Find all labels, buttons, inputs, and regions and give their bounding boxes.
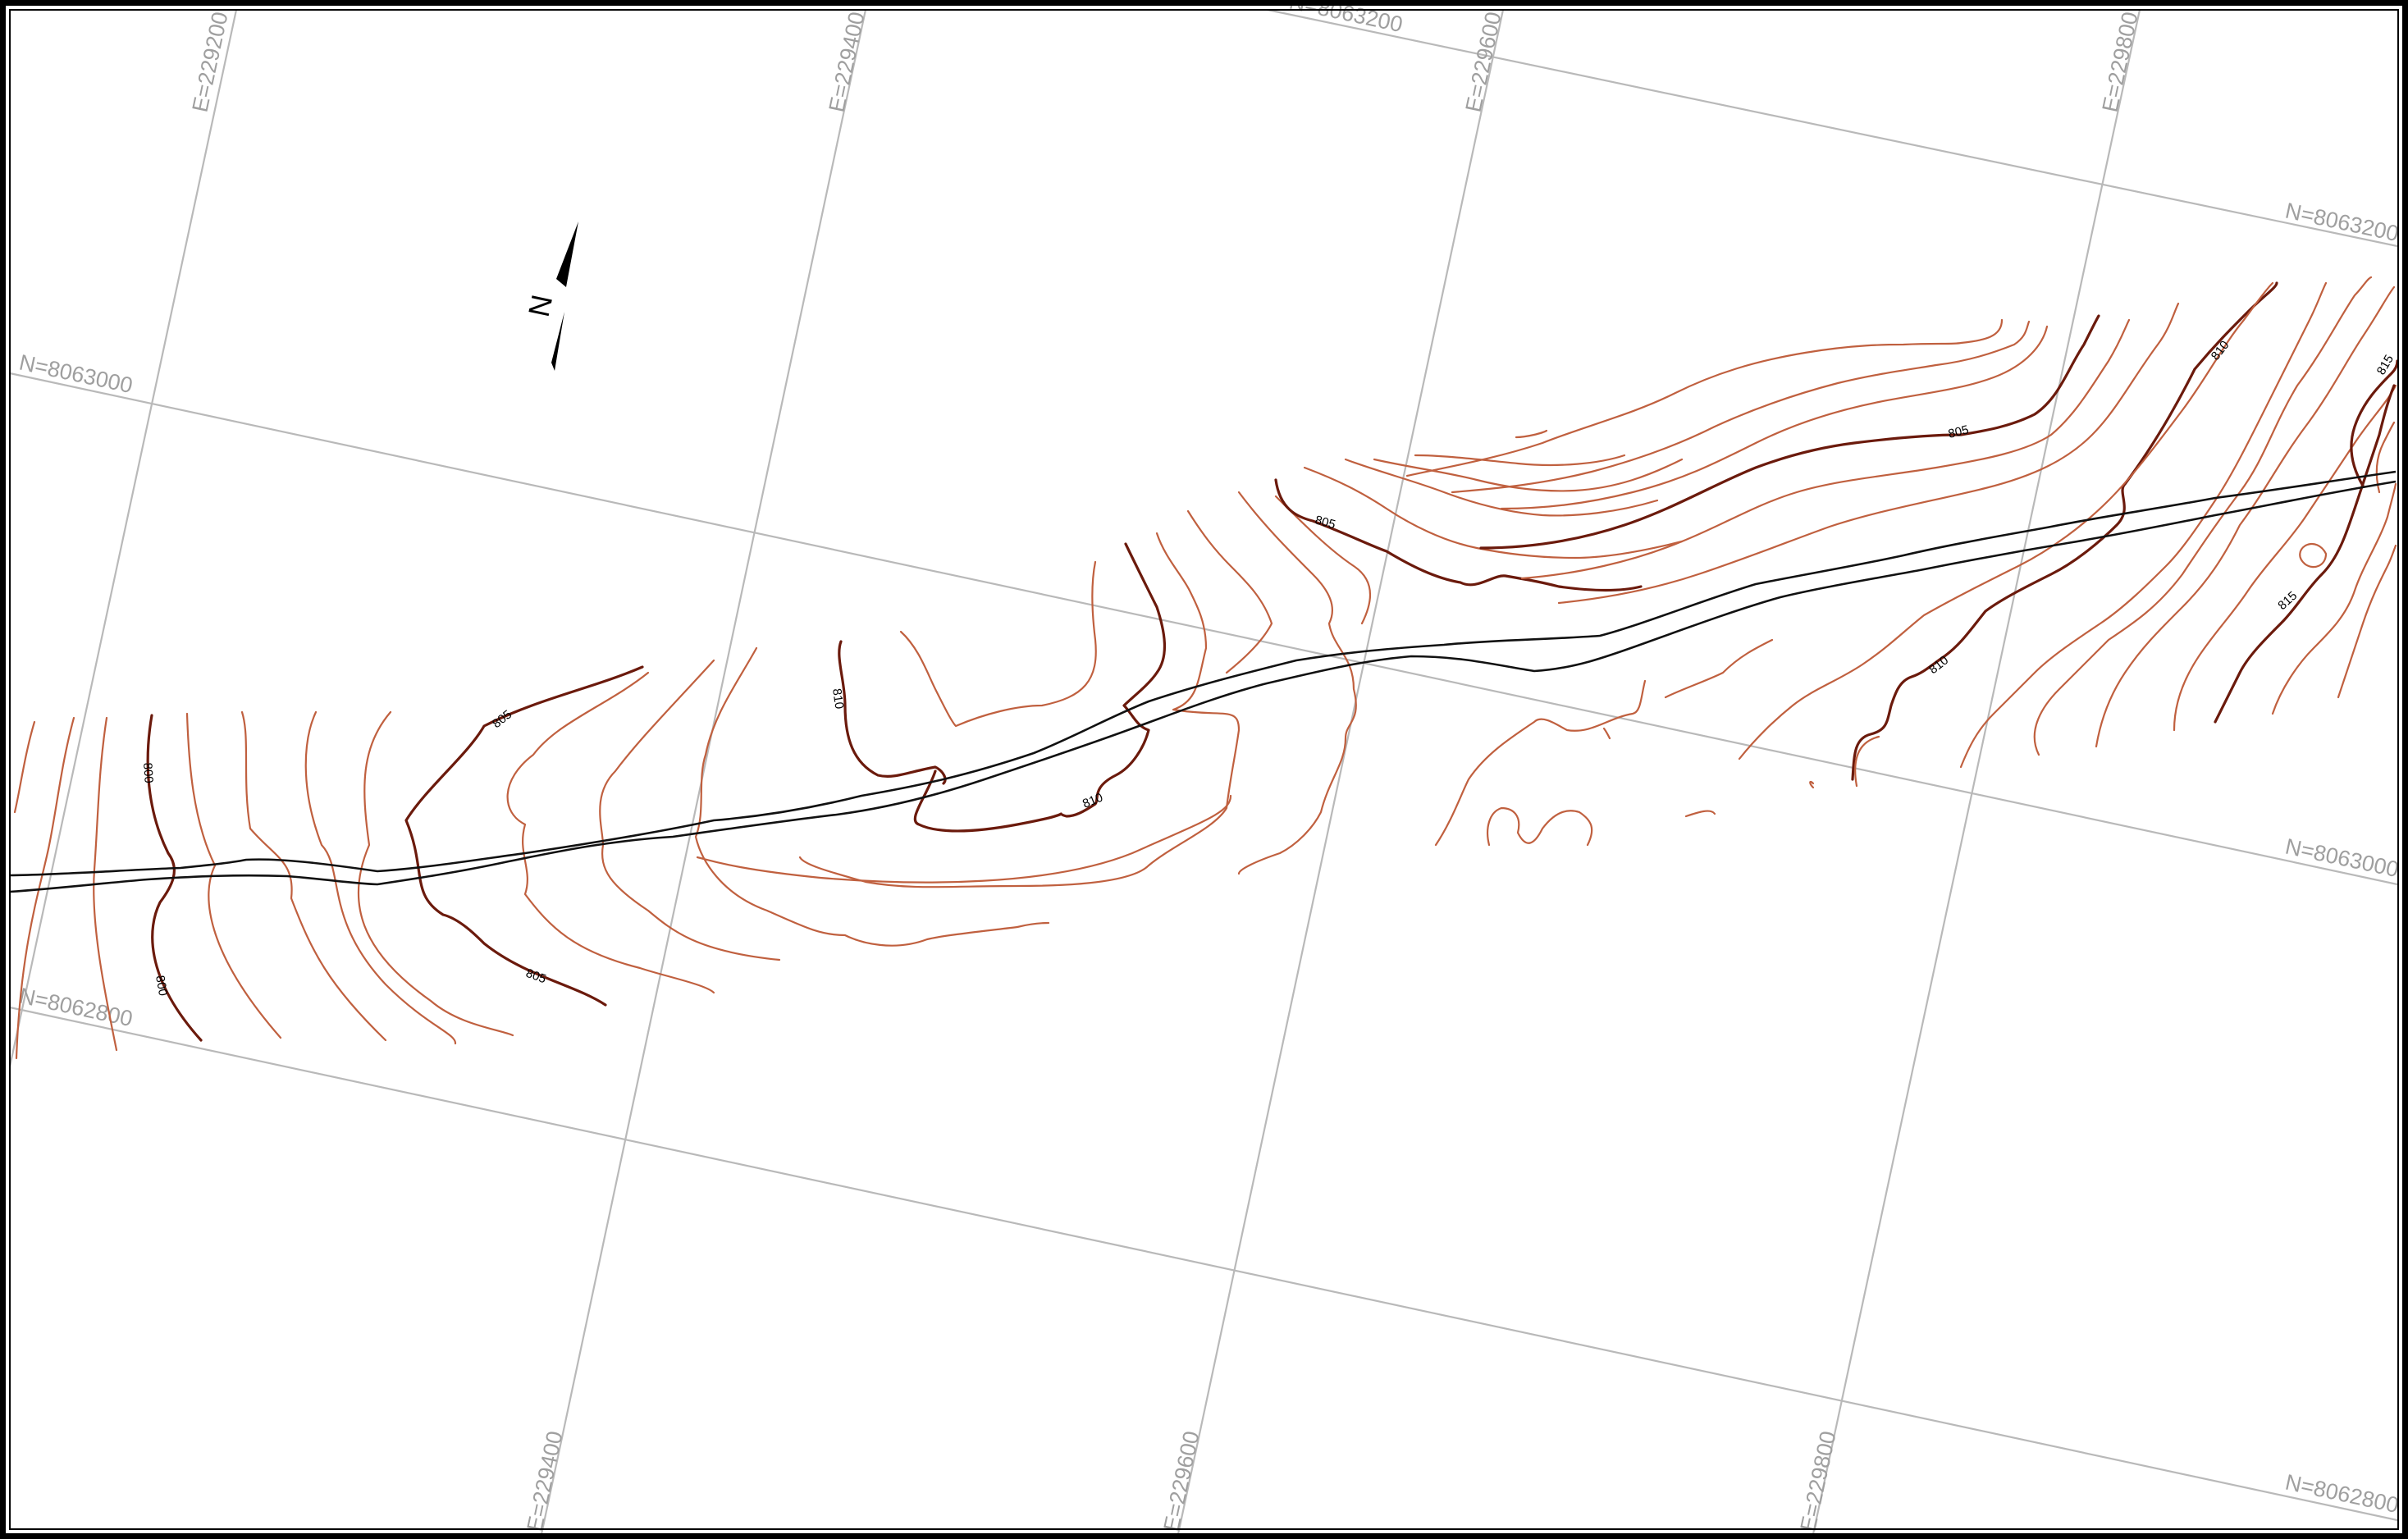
grid-label-northing: N=8063000	[17, 350, 135, 399]
contour-label: 800	[140, 762, 156, 783]
grid-northing-line	[9, 1006, 2398, 1522]
north-arrow-letter: N	[522, 292, 560, 320]
contour-lines-west	[13, 646, 1232, 1060]
grid-easting-line	[1812, 9, 2141, 1535]
contour-label: 800	[153, 975, 170, 998]
grid-label-easting: E=229400	[523, 1429, 568, 1533]
coordinate-grid	[8, 8, 2398, 1535]
north-arrow-icon: N	[522, 221, 578, 371]
grid-label-northing: N=8063000	[2283, 834, 2401, 883]
contour-label: 805	[524, 966, 548, 987]
road-edge-north	[9, 470, 2397, 877]
grid-label-easting: E=229600	[1159, 1429, 1204, 1533]
grid-easting-line	[8, 9, 238, 1067]
map-border-inner	[9, 9, 2399, 1530]
contour-label: 815	[2374, 353, 2397, 377]
grid-label-easting: E=229600	[1461, 10, 1506, 114]
grid-labels: E=229200 E=229400 E=229600 E=229800 E=22…	[17, 0, 2401, 1533]
grid-label-easting: E=229800	[1796, 1429, 1841, 1533]
contour-label: 810	[1926, 653, 1951, 677]
contour-label: 805	[490, 707, 514, 731]
grid-label-northing: N=8062800	[17, 984, 135, 1032]
grid-label-easting: E=229400	[825, 10, 870, 114]
contour-label: 810	[1081, 791, 1105, 811]
contour-label: 805	[1947, 422, 1970, 441]
grid-label-northing: N=8063200	[2283, 199, 2401, 247]
contour-label: 810	[829, 687, 846, 710]
grid-easting-line	[540, 9, 867, 1535]
grid-label-northing: N=8062800	[2283, 1470, 2401, 1518]
contour-lines-central	[798, 429, 1815, 888]
grid-label-easting: E=229800	[2098, 10, 2143, 114]
contour-label: 805	[1314, 513, 1337, 532]
grid-easting-line	[1177, 9, 1505, 1535]
road-edge-south	[9, 480, 2397, 893]
grid-northing-line	[1267, 8, 2398, 248]
road	[9, 470, 2397, 893]
contour-label: 815	[2275, 589, 2300, 613]
contour-lines-east	[1405, 276, 2399, 818]
